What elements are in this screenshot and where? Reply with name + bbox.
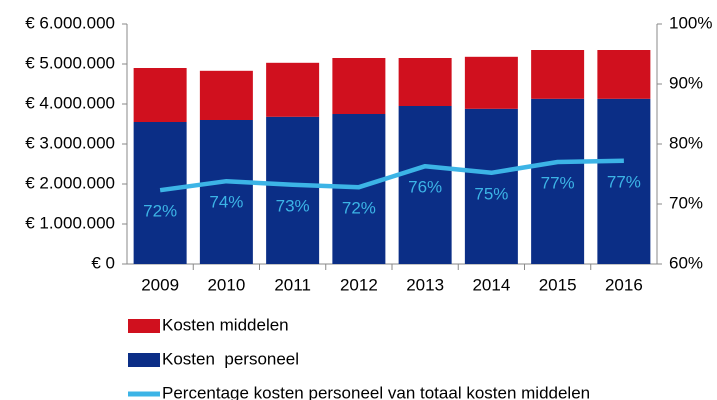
- bar-segment: [133, 68, 187, 122]
- y2-tick-label: 60%: [669, 253, 703, 272]
- bar-segment: [398, 106, 452, 264]
- data-label: 72%: [143, 202, 177, 221]
- bar-segment: [398, 58, 452, 106]
- data-label: 73%: [276, 196, 310, 215]
- x-tick-label: 2011: [274, 275, 311, 294]
- x-tick-label: 2009: [141, 275, 179, 294]
- legend-label: Percentage kosten personeel van totaal k…: [162, 383, 590, 400]
- bar-segment: [199, 70, 253, 120]
- x-tick-label: 2010: [207, 275, 245, 294]
- y-tick-label: € 3.000.000: [25, 133, 115, 152]
- x-tick-label: 2015: [539, 275, 577, 294]
- data-label: 72%: [342, 199, 376, 218]
- data-label: 77%: [541, 173, 575, 192]
- legend-label: Kosten middelen: [162, 315, 289, 334]
- bar-segment: [266, 62, 320, 117]
- y-tick-label: € 2.000.000: [25, 173, 115, 192]
- y-tick-label: € 1.000.000: [25, 213, 115, 232]
- legend-marker: [128, 353, 160, 367]
- y2-tick-label: 100%: [669, 13, 712, 32]
- y-tick-label: € 4.000.000: [25, 93, 115, 112]
- bar-segment: [266, 116, 320, 264]
- legend-marker: [128, 319, 160, 333]
- y2-tick-label: 70%: [669, 193, 703, 212]
- x-tick-label: 2012: [340, 275, 378, 294]
- bar-segment: [464, 108, 518, 264]
- x-tick-label: 2016: [605, 275, 643, 294]
- y-tick-label: € 5.000.000: [25, 53, 115, 72]
- y2-tick-label: 90%: [669, 73, 703, 92]
- bar-segment: [531, 50, 585, 99]
- data-label: 75%: [474, 184, 508, 203]
- data-label: 77%: [607, 172, 641, 191]
- bar-segment: [332, 58, 386, 114]
- line-series: [159, 158, 624, 193]
- x-tick-label: 2014: [472, 275, 510, 294]
- data-label: 76%: [408, 178, 442, 197]
- y-tick-label: € 6.000.000: [25, 13, 115, 32]
- data-label: 74%: [209, 193, 243, 212]
- bar-segment: [597, 50, 651, 99]
- bar-segment: [199, 120, 253, 264]
- bar-segment: [464, 56, 518, 109]
- legend-label: Kosten personeel: [162, 349, 299, 368]
- bar-segment: [597, 98, 651, 264]
- x-tick-label: 2013: [406, 275, 444, 294]
- bar-segment: [531, 98, 585, 264]
- y-tick-label: € 0: [91, 253, 115, 272]
- bar-segment: [133, 122, 187, 264]
- y2-tick-label: 80%: [669, 133, 703, 152]
